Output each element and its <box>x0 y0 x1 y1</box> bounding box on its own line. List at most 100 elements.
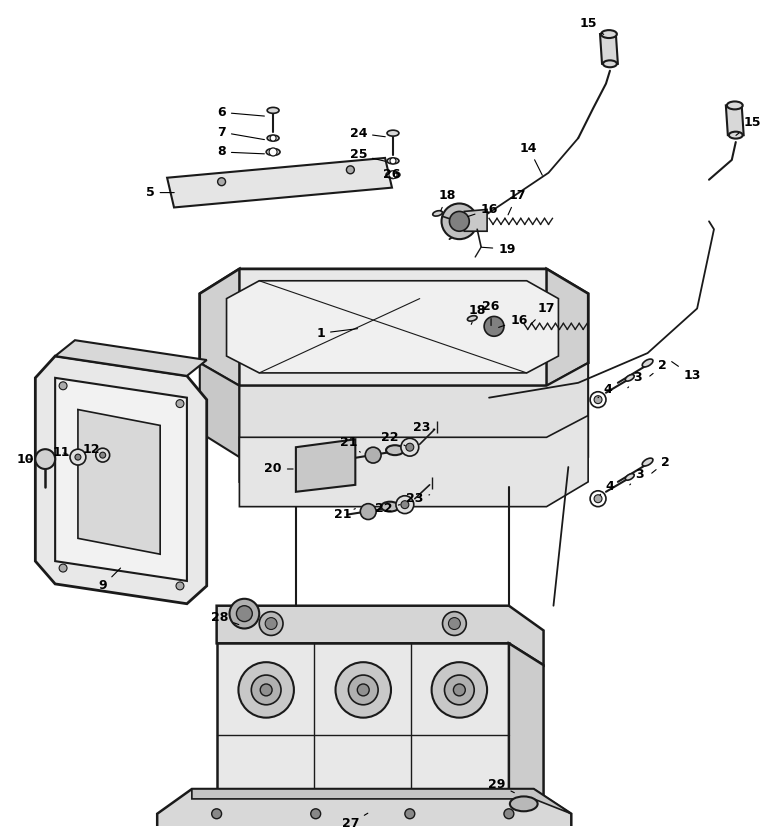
Text: 29: 29 <box>488 778 515 793</box>
Circle shape <box>35 449 55 469</box>
Circle shape <box>176 582 184 590</box>
Circle shape <box>401 501 408 508</box>
Circle shape <box>59 564 67 572</box>
Text: 10: 10 <box>16 453 34 466</box>
Circle shape <box>347 166 355 174</box>
Circle shape <box>59 382 67 389</box>
Ellipse shape <box>467 315 477 321</box>
Text: 6: 6 <box>217 106 265 119</box>
Circle shape <box>251 675 281 705</box>
Text: 7: 7 <box>217 126 265 140</box>
Circle shape <box>590 491 606 507</box>
Text: 20: 20 <box>264 463 293 476</box>
Polygon shape <box>200 269 588 386</box>
Circle shape <box>360 503 376 519</box>
Ellipse shape <box>387 130 399 136</box>
Ellipse shape <box>267 107 279 113</box>
Polygon shape <box>55 340 207 376</box>
Text: 17: 17 <box>530 302 555 324</box>
Circle shape <box>96 448 109 462</box>
Polygon shape <box>499 314 522 336</box>
Ellipse shape <box>266 148 280 156</box>
Polygon shape <box>547 269 588 386</box>
Circle shape <box>75 454 81 460</box>
Text: 26: 26 <box>383 168 401 181</box>
Circle shape <box>454 684 465 696</box>
Text: 18: 18 <box>469 304 486 324</box>
Text: 21: 21 <box>333 508 355 521</box>
Polygon shape <box>200 363 240 457</box>
Polygon shape <box>157 789 572 832</box>
Polygon shape <box>35 356 207 604</box>
Polygon shape <box>600 34 618 64</box>
Circle shape <box>406 443 414 451</box>
Circle shape <box>269 148 277 156</box>
Ellipse shape <box>387 158 399 164</box>
Text: 16: 16 <box>468 203 497 216</box>
Circle shape <box>390 158 396 164</box>
Ellipse shape <box>386 171 400 178</box>
Polygon shape <box>216 643 509 789</box>
Circle shape <box>389 171 397 179</box>
Ellipse shape <box>433 210 442 216</box>
Polygon shape <box>192 789 572 814</box>
Polygon shape <box>465 210 487 231</box>
Polygon shape <box>167 158 392 207</box>
Circle shape <box>311 809 321 819</box>
Ellipse shape <box>626 473 634 480</box>
Circle shape <box>176 399 184 408</box>
Circle shape <box>100 452 105 458</box>
Circle shape <box>259 612 283 636</box>
Text: 23: 23 <box>413 421 434 434</box>
Circle shape <box>444 675 474 705</box>
Text: 26: 26 <box>483 300 500 325</box>
Text: 18: 18 <box>439 189 456 210</box>
Circle shape <box>260 684 272 696</box>
Circle shape <box>230 599 259 628</box>
Circle shape <box>270 135 276 141</box>
Circle shape <box>366 448 381 463</box>
Text: 1: 1 <box>316 327 358 339</box>
Ellipse shape <box>626 374 634 381</box>
Text: 17: 17 <box>508 189 526 215</box>
Polygon shape <box>726 106 744 135</box>
Polygon shape <box>78 409 160 554</box>
Text: 14: 14 <box>520 141 542 176</box>
Circle shape <box>441 204 477 239</box>
Circle shape <box>476 309 512 344</box>
Text: 16: 16 <box>498 314 527 328</box>
Ellipse shape <box>727 102 743 109</box>
Circle shape <box>266 617 277 630</box>
Text: 12: 12 <box>82 443 99 456</box>
Ellipse shape <box>729 131 743 139</box>
Circle shape <box>504 809 514 819</box>
Circle shape <box>237 606 252 622</box>
Ellipse shape <box>267 135 279 141</box>
Circle shape <box>594 396 602 404</box>
Text: 21: 21 <box>340 436 360 452</box>
Circle shape <box>238 662 294 718</box>
Text: 4: 4 <box>600 480 615 495</box>
Ellipse shape <box>642 458 653 466</box>
Text: 3: 3 <box>628 371 642 388</box>
Circle shape <box>484 316 504 336</box>
Circle shape <box>590 392 606 408</box>
Ellipse shape <box>603 61 617 67</box>
Circle shape <box>218 178 226 186</box>
Text: 28: 28 <box>211 612 239 625</box>
Polygon shape <box>55 378 187 581</box>
Ellipse shape <box>510 796 537 811</box>
Polygon shape <box>240 363 588 482</box>
Text: 25: 25 <box>350 148 385 161</box>
Polygon shape <box>509 643 544 812</box>
Text: 4: 4 <box>598 384 612 398</box>
Polygon shape <box>216 606 544 665</box>
Text: 24: 24 <box>350 126 385 140</box>
Circle shape <box>396 496 414 513</box>
Circle shape <box>449 211 469 231</box>
Text: 11: 11 <box>52 446 70 458</box>
Ellipse shape <box>386 445 404 455</box>
Polygon shape <box>226 280 558 373</box>
Polygon shape <box>240 415 588 507</box>
Text: 9: 9 <box>98 568 120 592</box>
